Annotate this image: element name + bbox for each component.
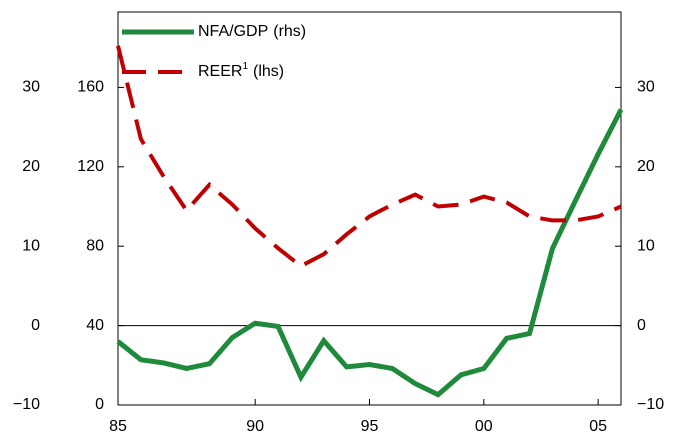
y2-tick-label-left: 30 <box>22 79 40 96</box>
series-line <box>116 108 624 398</box>
y-tick-label: 160 <box>77 79 104 96</box>
y2-tick-label: 30 <box>637 79 655 96</box>
y2-tick-label: −10 <box>637 396 664 413</box>
legend-label: NFA/GDP (rhs) <box>198 23 306 40</box>
y2-tick-label-left: 0 <box>31 317 40 334</box>
x-tick-label: 85 <box>109 418 127 435</box>
y-tick-label: 0 <box>95 396 104 413</box>
legend-footnote: 1 <box>242 61 248 72</box>
x-tick-label: 95 <box>361 418 379 435</box>
y2-tick-label: 0 <box>637 317 646 334</box>
y-tick-label: 40 <box>86 317 104 334</box>
y2-tick-label-left: 10 <box>22 237 40 254</box>
legend-name: NFA/GDP <box>198 23 268 40</box>
y-tick-label: 120 <box>77 158 104 175</box>
y-tick-label: 80 <box>86 237 104 254</box>
x-tick-label: 90 <box>246 418 264 435</box>
y2-tick-label: 20 <box>637 158 655 175</box>
y2-tick-label-left: 20 <box>22 158 40 175</box>
x-tick-label: 05 <box>589 418 607 435</box>
legend-axis-note: (rhs) <box>273 23 306 40</box>
legend-label: REER1 (lhs) <box>198 61 284 81</box>
y2-tick-label-left: −10 <box>13 396 40 413</box>
x-tick-label: 00 <box>475 418 493 435</box>
series-line <box>116 45 622 269</box>
plot-frame <box>117 11 622 406</box>
legend-name: REER <box>198 63 242 80</box>
y2-tick-label: 10 <box>637 237 655 254</box>
legend-axis-note: (lhs) <box>253 63 284 80</box>
